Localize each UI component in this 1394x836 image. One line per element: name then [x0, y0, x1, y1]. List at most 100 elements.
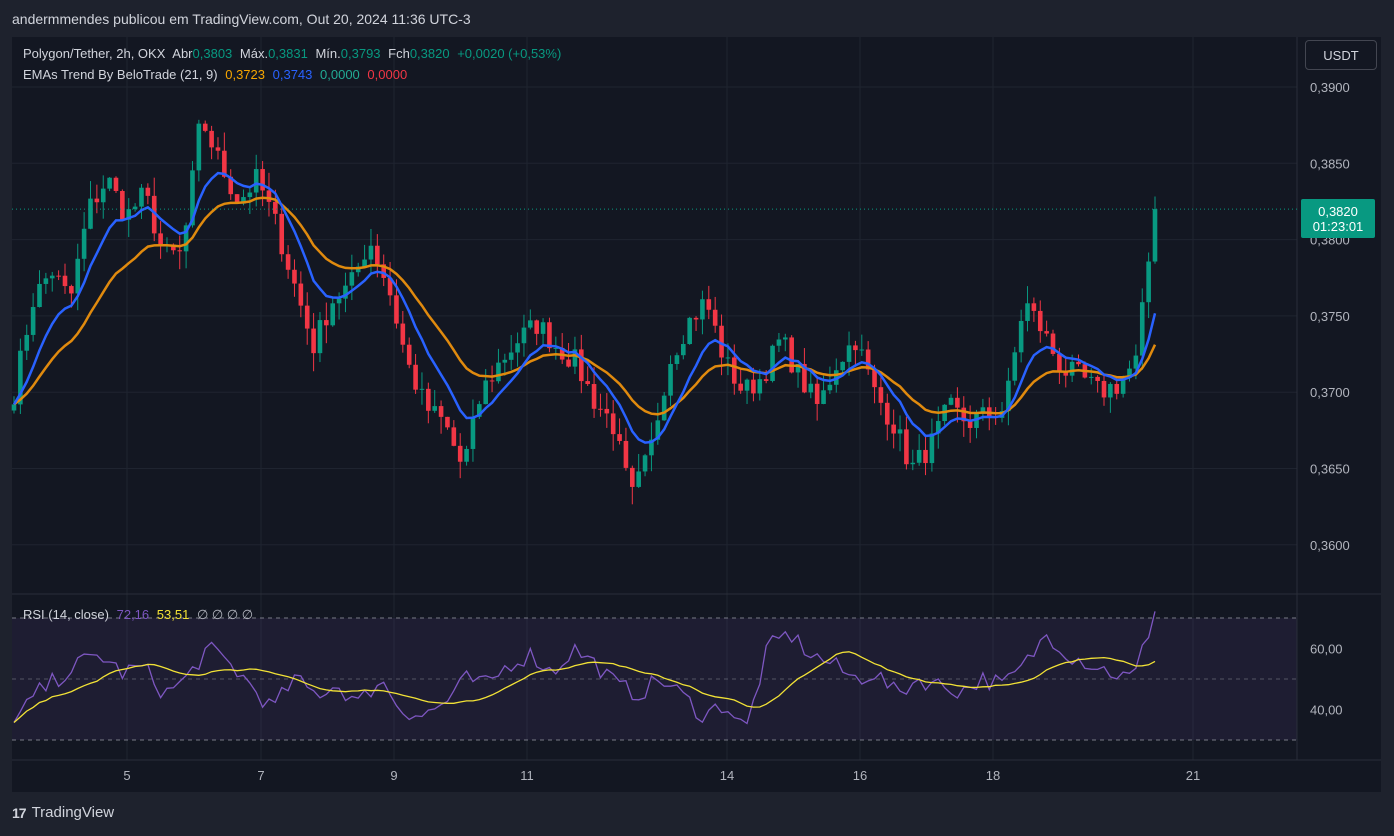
- candle-body: [49, 275, 55, 279]
- time-tick-label: 5: [123, 768, 130, 783]
- candle-body: [955, 397, 960, 408]
- rsi-ma-value: 53,51: [156, 607, 190, 622]
- ema-v4-value: 0,0000: [367, 67, 408, 82]
- legend-low: Mín.0,3793: [315, 46, 380, 61]
- candle-body: [126, 209, 132, 220]
- candle-body: [585, 381, 590, 385]
- candle-body: [400, 323, 406, 345]
- candle-body: [661, 395, 667, 421]
- candle-body: [808, 383, 814, 393]
- candle-body: [1006, 380, 1011, 412]
- candle-body: [177, 250, 183, 252]
- candle-body: [821, 390, 826, 404]
- candle-body: [853, 345, 858, 351]
- candle-body: [795, 363, 801, 373]
- candle-body: [132, 206, 138, 210]
- candle-body: [719, 325, 724, 358]
- candle-body: [94, 198, 100, 203]
- candle-body: [88, 198, 93, 229]
- candle-body: [496, 362, 501, 382]
- candle-body: [253, 169, 259, 193]
- candle-body: [222, 150, 227, 177]
- candle-body: [636, 471, 641, 487]
- legend-ema: EMAs Trend By BeloTrade (21, 9) 0,3723 0…: [23, 67, 411, 82]
- time-tick-label: 11: [520, 768, 534, 783]
- candle-body: [935, 421, 941, 434]
- candle-body: [630, 467, 635, 487]
- candle-body: [489, 380, 495, 382]
- candle-body: [209, 130, 214, 148]
- candle-body: [674, 355, 680, 364]
- candle-body: [1095, 376, 1100, 381]
- candle-body: [145, 187, 151, 196]
- rsi-empty-values: ∅ ∅ ∅ ∅: [196, 607, 254, 622]
- candle-body: [884, 402, 890, 425]
- candle-body: [827, 384, 833, 391]
- candle-body: [24, 334, 30, 351]
- candle-body: [502, 359, 508, 363]
- rsi-line: [13, 611, 1156, 725]
- candle-body: [234, 194, 240, 204]
- candle-body: [1031, 303, 1037, 311]
- legend-open: Abr0,3803: [172, 46, 232, 61]
- candle-body: [1018, 320, 1024, 353]
- ema-indicator-name: EMAs Trend By BeloTrade (21, 9): [23, 67, 218, 82]
- ema-fast-line: [12, 171, 1157, 444]
- candle-body: [336, 298, 342, 304]
- candle-body: [712, 309, 718, 326]
- candle-body: [215, 147, 221, 151]
- price-tick-label: 0,3850: [1310, 156, 1350, 171]
- candle-body: [1012, 352, 1018, 381]
- candle-body: [553, 347, 559, 349]
- candle-body: [534, 320, 539, 334]
- candle-body: [508, 352, 514, 360]
- candle-body: [846, 345, 852, 362]
- close-label: Fch: [388, 46, 410, 61]
- candle-body: [171, 244, 176, 251]
- candle-body: [477, 404, 482, 417]
- candle-body: [738, 383, 743, 391]
- candle-body: [923, 449, 928, 464]
- candle-body: [515, 343, 520, 353]
- candle-body: [451, 427, 457, 446]
- candle-body: [967, 421, 973, 428]
- candle-body: [642, 455, 648, 472]
- candle-body: [910, 462, 916, 465]
- footer-brand: TradingView: [31, 804, 115, 821]
- time-tick-label: 7: [257, 768, 264, 783]
- price-tick-label: 0,3600: [1310, 538, 1350, 553]
- candle-body: [62, 275, 68, 287]
- rsi-tick-labels: 60,00 40,00: [1310, 642, 1343, 718]
- candle-body: [598, 408, 603, 410]
- candle-body: [375, 245, 380, 265]
- candle-body: [528, 320, 533, 328]
- candle-body: [617, 434, 622, 441]
- rsi-value: 72,16: [116, 607, 150, 622]
- candle-body: [445, 416, 450, 428]
- candle-body: [776, 339, 782, 346]
- candle-body: [1063, 372, 1069, 376]
- candle-body: [151, 195, 157, 234]
- candle-body: [566, 359, 571, 367]
- candle-body: [591, 384, 597, 409]
- candle-body: [744, 379, 750, 391]
- currency-button[interactable]: USDT: [1305, 40, 1377, 70]
- legend-rsi: RSI (14, close) 72,16 53,51 ∅ ∅ ∅ ∅: [23, 607, 257, 623]
- candle-body: [330, 303, 336, 326]
- high-label: Máx.: [239, 46, 269, 61]
- price-tick-label: 0,3700: [1310, 385, 1350, 400]
- candle-body: [751, 379, 756, 394]
- candle-body: [897, 429, 903, 434]
- candle-body: [394, 295, 399, 324]
- candle-body: [247, 192, 253, 198]
- candle-body: [298, 283, 304, 306]
- candle-body: [273, 201, 278, 214]
- candle-body: [840, 361, 845, 371]
- candle-body: [470, 416, 476, 449]
- candle-body: [37, 283, 42, 308]
- last-price-value: 0,3820: [1318, 203, 1358, 219]
- candle-body: [859, 349, 865, 351]
- candle-body: [464, 448, 469, 462]
- legend-close: Fch0,3820: [388, 46, 449, 61]
